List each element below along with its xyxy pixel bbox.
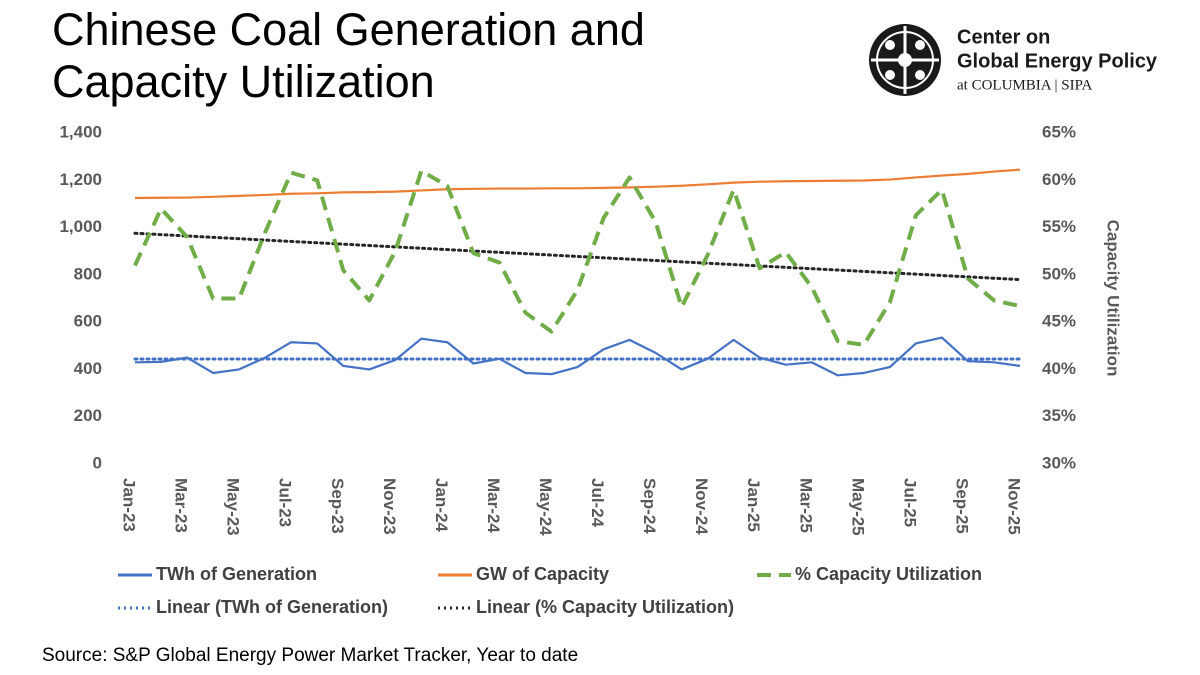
y-tick-label: 200 (74, 406, 102, 425)
y-tick-label: 800 (74, 264, 102, 283)
y-tick-label: 1,000 (59, 217, 102, 236)
logo-text: at COLUMBIA | SIPA (957, 77, 1093, 93)
x-tick-label: Nov-24 (692, 478, 711, 535)
logo-text: Global Energy Policy (957, 50, 1158, 72)
y2-axis-label: Capacity Utilization (1104, 220, 1123, 377)
y2-tick-label: 45% (1042, 312, 1076, 331)
x-tick-label: Sep-25 (952, 478, 971, 534)
y2-tick-label: 50% (1042, 264, 1076, 283)
y2-tick-label: 35% (1042, 406, 1076, 425)
x-tick-label: Jan-25 (744, 478, 763, 532)
y-tick-label: 1,200 (59, 170, 102, 189)
chart-title: Chinese Coal Generation and Capacity Uti… (52, 4, 645, 107)
y2-tick-label: 60% (1042, 170, 1076, 189)
x-tick-label: May-25 (848, 478, 867, 536)
x-tick-label: Mar-24 (484, 478, 503, 533)
y-tick-label: 0 (93, 453, 102, 472)
series-line (134, 336, 1021, 377)
y2-tick-label: 40% (1042, 359, 1076, 378)
x-tick-label: Jan-24 (432, 478, 451, 532)
series-line (134, 168, 1021, 200)
x-tick-label: Sep-23 (328, 478, 347, 534)
x-tick-label: Nov-25 (1005, 478, 1024, 535)
y-tick-label: 400 (74, 359, 102, 378)
x-tick-label: Mar-25 (796, 478, 815, 533)
x-tick-label: May-24 (536, 478, 555, 536)
source-note: Source: S&P Global Energy Power Market T… (42, 645, 579, 666)
x-tick-label: Jul-24 (588, 478, 607, 528)
x-tick-label: Jan-23 (120, 478, 139, 532)
logo-text: Center on (957, 26, 1050, 48)
y2-tick-label: 55% (1042, 217, 1076, 236)
x-tick-label: Sep-24 (640, 478, 659, 534)
y2-tick-label: 30% (1042, 453, 1076, 472)
y-tick-label: 600 (74, 312, 102, 331)
x-tick-label: Jul-23 (276, 478, 295, 527)
legend-label: % Capacity Utilization (795, 564, 982, 584)
legend-label: TWh of Generation (156, 564, 317, 584)
trendline (133, 231, 1022, 282)
y2-tick-label: 65% (1042, 122, 1076, 141)
legend-label: Linear (% Capacity Utilization) (476, 597, 734, 617)
x-tick-label: Nov-23 (380, 478, 399, 535)
y-tick-label: 1,400 (59, 122, 102, 141)
x-tick-label: May-23 (224, 478, 243, 536)
legend-label: Linear (TWh of Generation) (156, 597, 388, 617)
x-tick-label: Jul-25 (900, 478, 919, 527)
series-line (133, 168, 1021, 347)
logo-icon (869, 24, 941, 96)
legend-label: GW of Capacity (476, 564, 609, 584)
x-tick-label: Mar-23 (172, 478, 191, 533)
